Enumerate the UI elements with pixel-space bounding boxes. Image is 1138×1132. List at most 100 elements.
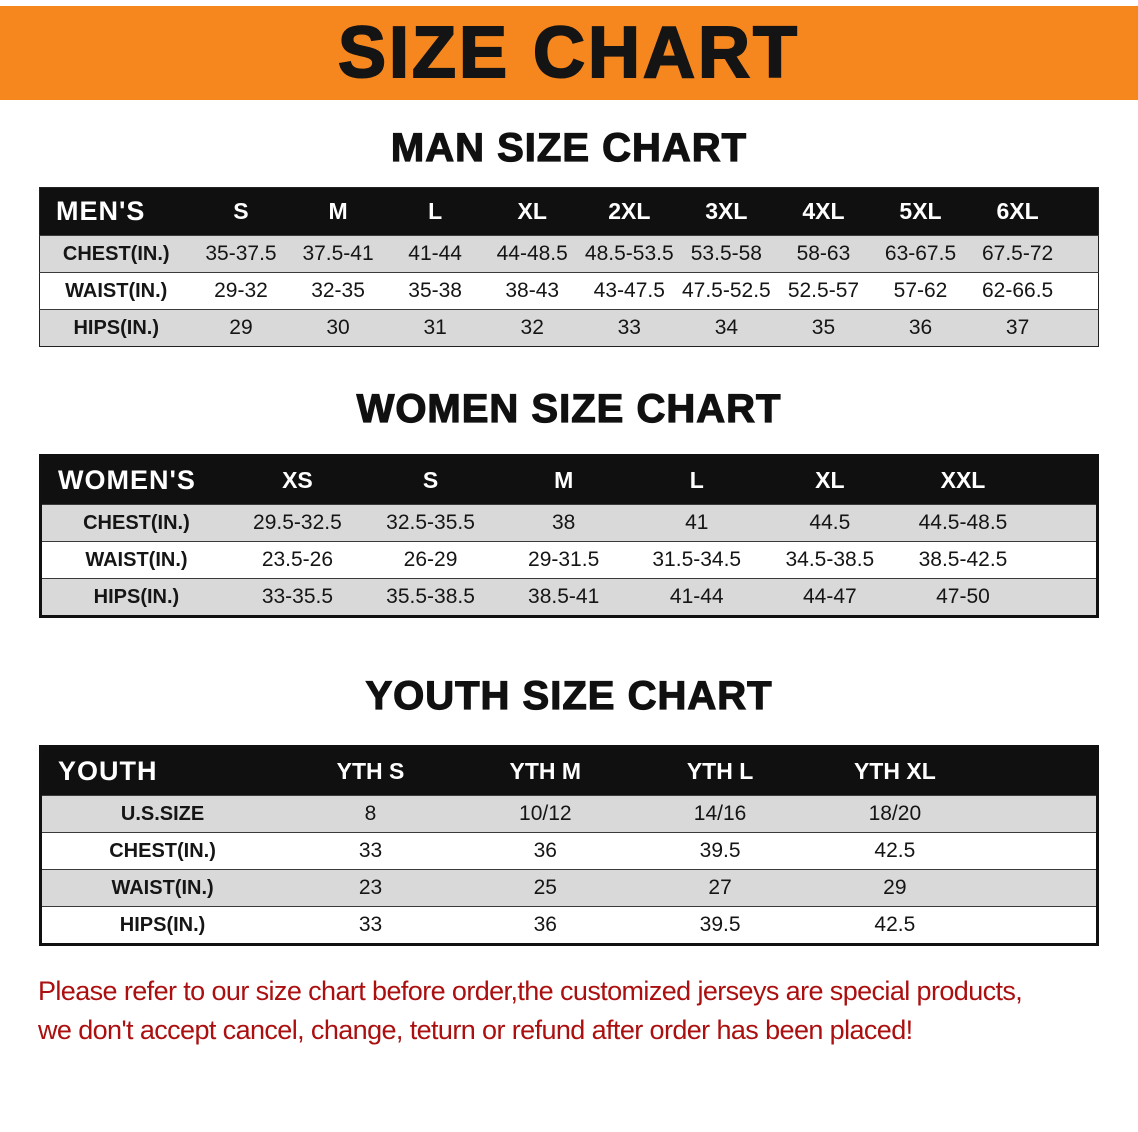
column-header: YTH M — [509, 758, 582, 784]
size-cell: 39.5 — [632, 906, 808, 945]
table-row: CHEST(IN.) 29.5-32.5 32.5-35.5 38 41 44.… — [40, 504, 1098, 542]
mens-size-table: MEN'S S M L XL 2XL 3XL 4XL 5XL 6XL CHEST… — [39, 187, 1099, 347]
table-row: U.S.SIZE 8 10/12 14/16 18/20 — [40, 795, 1098, 833]
filler-column — [1066, 188, 1098, 236]
size-cell: 8 — [283, 795, 458, 833]
column-header: 5XL — [899, 198, 942, 224]
size-cell: 35.5-38.5 — [363, 578, 498, 617]
table-row: HIPS(IN.) 29 30 31 32 33 34 35 36 37 — [39, 309, 1099, 347]
size-cell: 36 — [871, 309, 970, 347]
row-label: HIPS(IN.) — [40, 906, 284, 945]
size-cell: 67.5-72 — [969, 235, 1067, 273]
size-cell: 38.5-41 — [497, 578, 631, 617]
size-cell: 27 — [632, 869, 808, 907]
size-cell: 30 — [289, 309, 387, 347]
size-cell: 29.5-32.5 — [230, 504, 364, 542]
table-row: WAIST(IN.) 23.5-26 26-29 29-31.5 31.5-34… — [40, 541, 1098, 579]
table-row: CHEST(IN.) 35-37.5 37.5-41 41-44 44-48.5… — [39, 235, 1099, 273]
filler-cell — [1066, 235, 1099, 273]
womens-table-header: WOMEN'S XS S M L XL XXL — [40, 455, 1098, 505]
size-cell: 37.5-41 — [289, 235, 387, 273]
size-cell: 63-67.5 — [871, 235, 970, 273]
size-cell: 18/20 — [807, 795, 983, 833]
column-header: S — [233, 198, 249, 224]
size-cell: 44-47 — [763, 578, 897, 617]
size-cell: 29-32 — [192, 272, 290, 310]
size-cell: 57-62 — [871, 272, 970, 310]
size-cell: 29 — [192, 309, 290, 347]
table-header-row: MEN'S S M L XL 2XL 3XL 4XL 5XL 6XL — [39, 187, 1099, 236]
size-cell: 31 — [386, 309, 484, 347]
filler-cell — [1029, 541, 1098, 579]
column-header: XXL — [940, 467, 986, 493]
size-cell: 35-37.5 — [192, 235, 290, 273]
size-cell: 48.5-53.5 — [580, 235, 678, 273]
filler-cell — [1066, 272, 1099, 310]
size-cell: 35-38 — [386, 272, 484, 310]
size-cell: 53.5-58 — [677, 235, 775, 273]
size-cell: 41-44 — [386, 235, 484, 273]
filler-cell — [982, 869, 1098, 907]
size-cell: 29-31.5 — [497, 541, 631, 579]
men-section-heading: MAN SIZE CHART — [390, 125, 748, 170]
size-cell: 42.5 — [807, 832, 983, 870]
row-label: WAIST(IN.) — [39, 272, 193, 310]
table-row: WAIST(IN.) 29-32 32-35 35-38 38-43 43-47… — [39, 272, 1099, 310]
column-header: YOUTH — [58, 756, 158, 786]
filler-cell — [982, 906, 1098, 945]
column-header: L — [428, 198, 443, 224]
size-cell: 33 — [580, 309, 678, 347]
size-cell: 29 — [807, 869, 983, 907]
banner: SIZE CHART — [0, 6, 1138, 100]
size-cell: 38 — [497, 504, 631, 542]
size-cell: 10/12 — [457, 795, 633, 833]
size-cell: 36 — [457, 832, 633, 870]
size-cell: 35 — [774, 309, 872, 347]
size-cell: 38.5-42.5 — [896, 541, 1030, 579]
filler-cell — [1029, 504, 1098, 542]
size-cell: 44-48.5 — [483, 235, 581, 273]
column-header: YTH S — [336, 758, 405, 784]
women-section-heading: WOMEN SIZE CHART — [356, 386, 782, 431]
row-label: CHEST(IN.) — [40, 832, 284, 870]
size-cell: 14/16 — [632, 795, 808, 833]
size-cell: 23 — [283, 869, 458, 907]
size-cell: 31.5-34.5 — [630, 541, 764, 579]
size-cell: 38-43 — [483, 272, 581, 310]
row-label: U.S.SIZE — [40, 795, 284, 833]
filler-cell — [982, 795, 1098, 833]
filler-column — [1030, 456, 1098, 505]
row-label: HIPS(IN.) — [39, 309, 193, 347]
size-cell: 33-35.5 — [230, 578, 364, 617]
size-cell: 34 — [677, 309, 775, 347]
table-row: HIPS(IN.) 33-35.5 35.5-38.5 38.5-41 41-4… — [40, 578, 1098, 617]
size-cell: 44.5-48.5 — [896, 504, 1030, 542]
size-cell: 34.5-38.5 — [763, 541, 897, 579]
size-cell: 36 — [457, 906, 633, 945]
size-cell: 26-29 — [363, 541, 498, 579]
size-cell: 37 — [969, 309, 1067, 347]
disclaimer-line-1: Please refer to our size chart before or… — [38, 976, 1023, 1006]
column-header: YTH XL — [853, 758, 936, 784]
size-cell: 32-35 — [289, 272, 387, 310]
size-cell: 42.5 — [807, 906, 983, 945]
youth-table-header: YOUTH YTH S YTH M YTH L YTH XL — [40, 746, 1098, 796]
column-header: 2XL — [608, 198, 651, 224]
size-cell: 33 — [283, 906, 458, 945]
size-cell: 32 — [483, 309, 581, 347]
row-label: CHEST(IN.) — [40, 504, 231, 542]
filler-cell — [1066, 309, 1099, 347]
size-cell: 47.5-52.5 — [677, 272, 775, 310]
page-title: SIZE CHART — [337, 13, 800, 93]
column-header: XL — [517, 198, 547, 224]
column-header: M — [328, 198, 348, 224]
size-cell: 52.5-57 — [774, 272, 872, 310]
row-label: WAIST(IN.) — [40, 541, 231, 579]
table-row: WAIST(IN.) 23 25 27 29 — [40, 869, 1098, 907]
disclaimer-note: Please refer to our size chart before or… — [38, 972, 1108, 1050]
size-cell: 62-66.5 — [969, 272, 1067, 310]
size-cell: 32.5-35.5 — [363, 504, 498, 542]
size-cell: 41 — [630, 504, 764, 542]
column-header: WOMEN'S — [58, 465, 196, 495]
